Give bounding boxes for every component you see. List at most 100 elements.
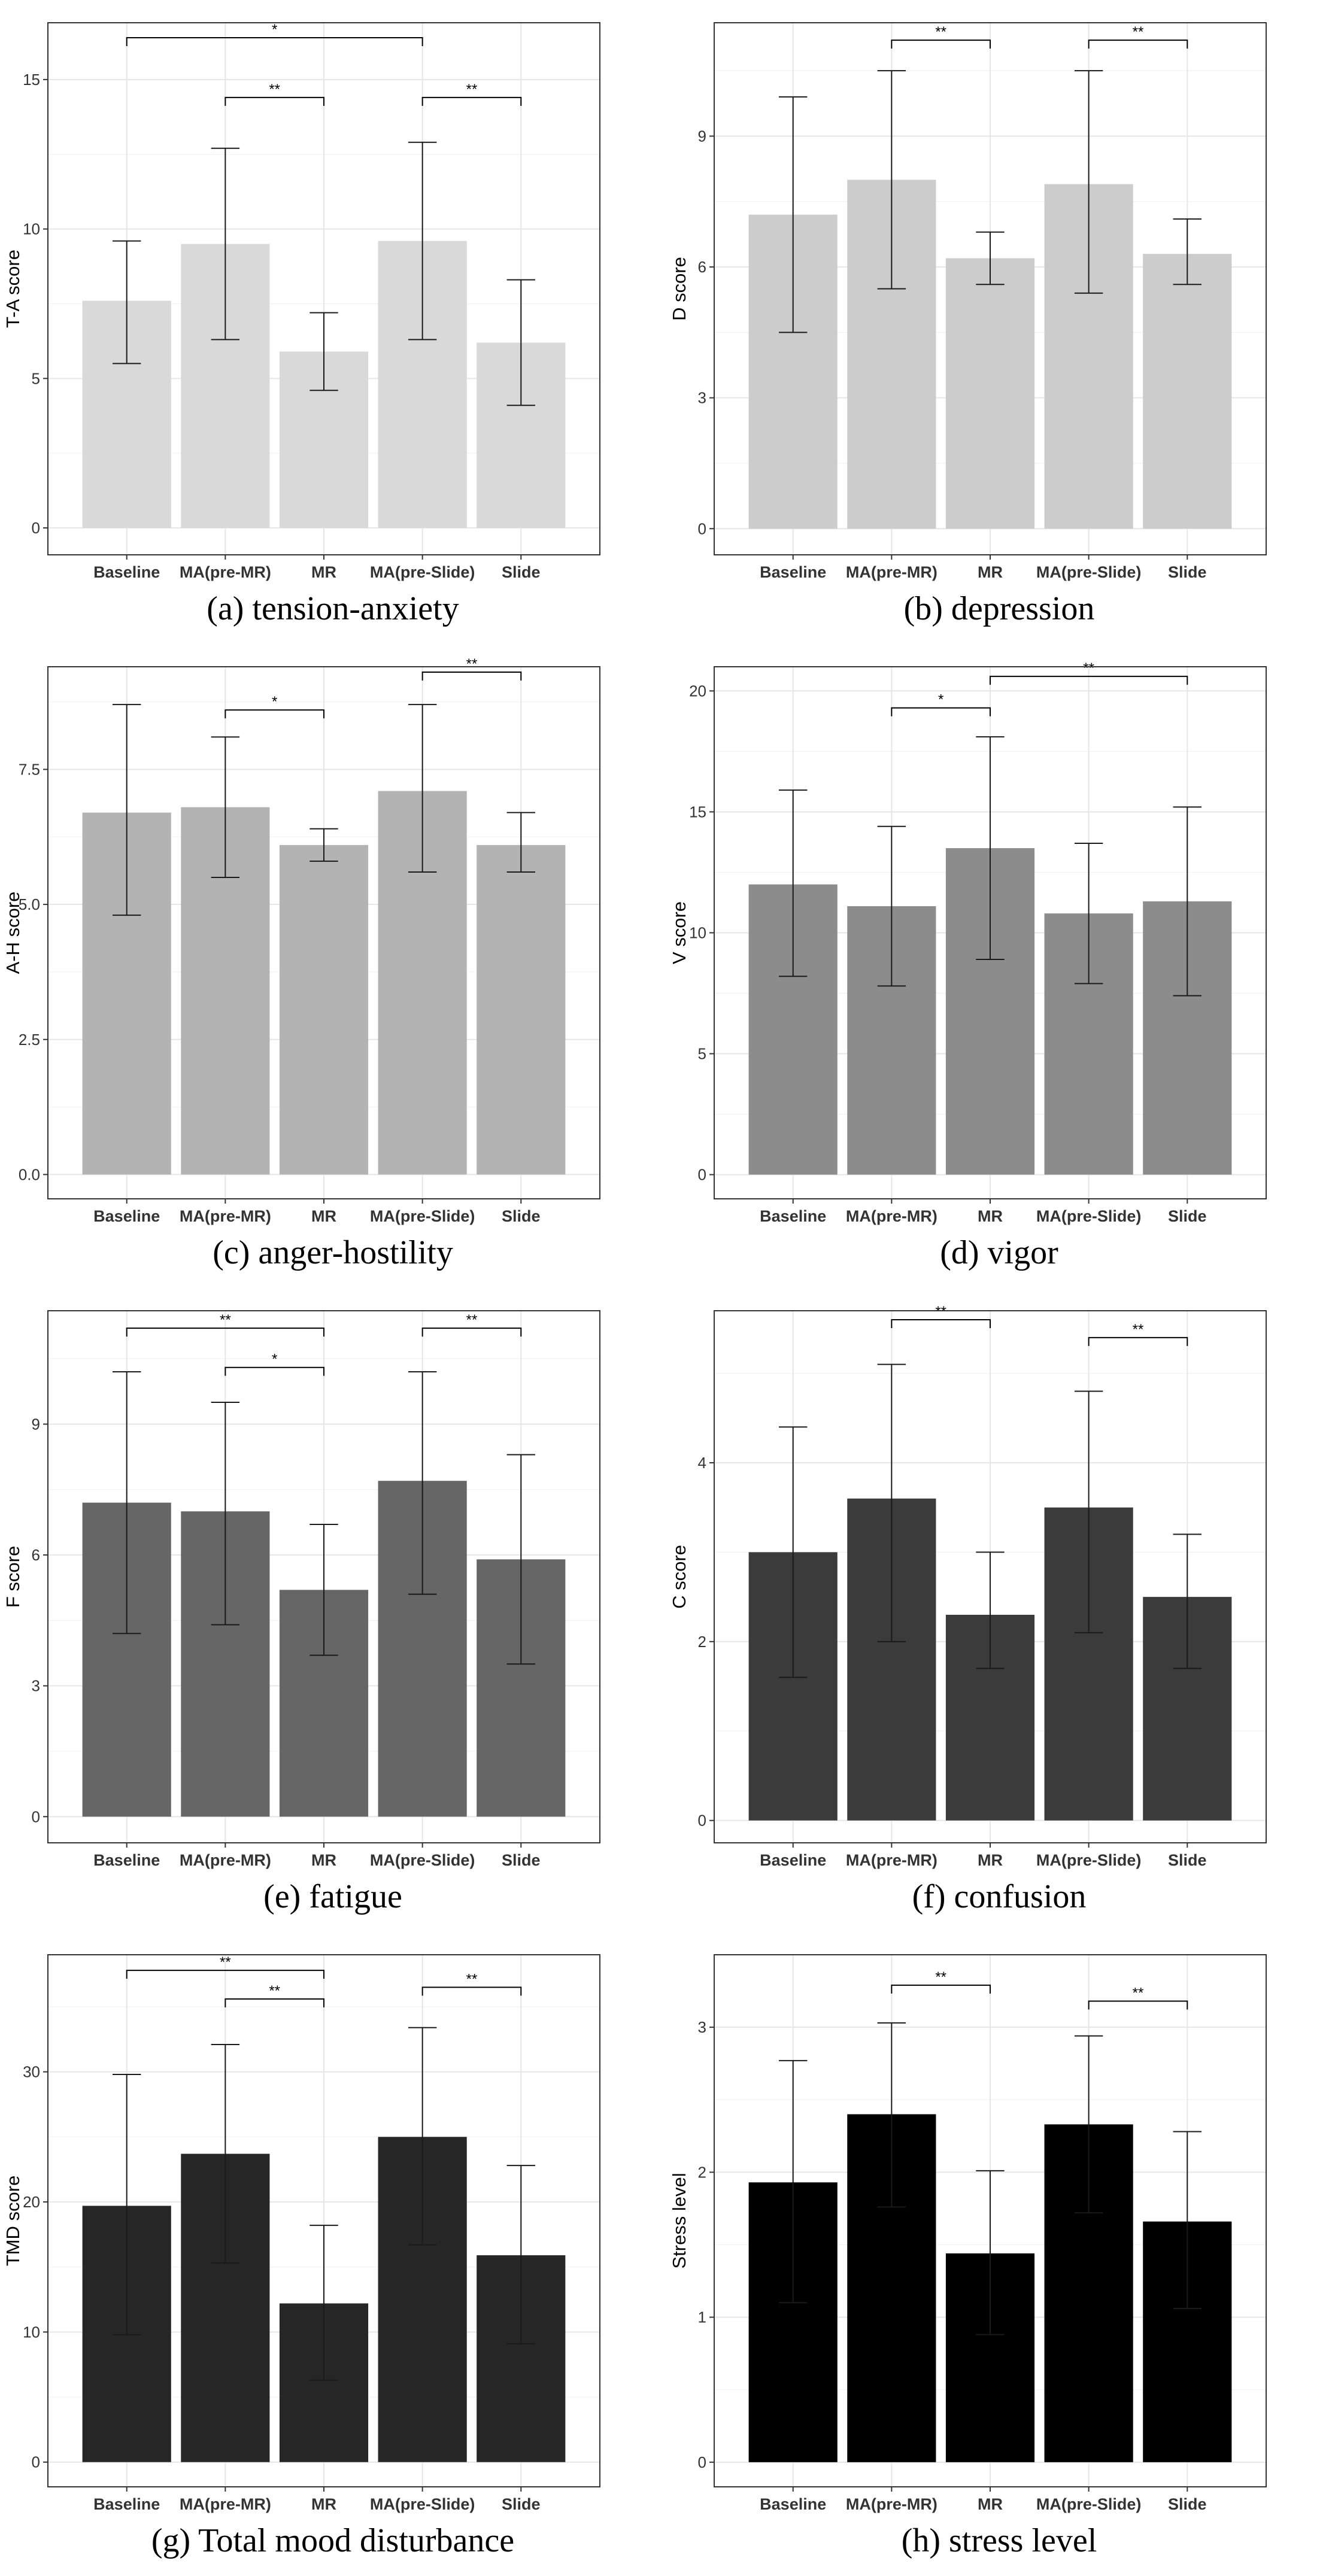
x-category-label: MA(pre-Slide) [370, 1851, 475, 1869]
caption-depression: (b) depression [903, 590, 1095, 627]
y-axis-title: V score [669, 901, 690, 964]
significance-bracket [1088, 1336, 1188, 1346]
x-category-label: MA(pre-MR) [180, 2495, 271, 2513]
x-category-label: MA(pre-MR) [180, 563, 271, 581]
y-tick-label: 15 [689, 803, 706, 821]
panel-h: ** ** 0 1 2 3 Baseline MA(pre-MR) MR MA(pre-Slide… [666, 1932, 1332, 2576]
x-category-label: MR [978, 1207, 1003, 1225]
x-category-label: Baseline [93, 1207, 160, 1225]
x-category-label: Baseline [760, 1851, 826, 1869]
y-tick-label: 0 [32, 1808, 40, 1825]
x-category-label: MA(pre-Slide) [370, 1207, 475, 1225]
caption-confusion: (f) confusion [912, 1878, 1087, 1915]
x-category-label: MA(pre-MR) [846, 2495, 937, 2513]
y-tick-label: 4 [698, 1454, 706, 1472]
significance-bracket [1088, 40, 1188, 49]
y-axis-title: F score [2, 1546, 23, 1608]
significance-bracket [224, 1998, 324, 2007]
y-tick-label: 2.5 [19, 1031, 40, 1049]
y-axis-title: D score [669, 257, 690, 321]
y-tick-label: 30 [23, 2063, 40, 2081]
y-tick-label: 1 [698, 2308, 706, 2326]
significance-label: ** [935, 24, 946, 40]
x-category-label: MR [978, 2495, 1003, 2513]
y-axis-title: TMD score [2, 2176, 23, 2267]
chart-depression: ** ** 0 3 6 9 Baseline MA(pre-MR) MR MA(pre-Slide… [669, 22, 1267, 581]
x-category-label: Slide [1168, 1851, 1207, 1869]
chart-confusion: ** ** 0 2 4 Baseline MA(pre-MR) MR MA(pre-Slide)… [669, 1304, 1267, 1869]
x-category-label: Baseline [760, 2495, 826, 2513]
significance-label: ** [466, 1312, 478, 1328]
x-category-label: MA(pre-MR) [846, 1851, 937, 1869]
significance-bracket [126, 1970, 324, 1979]
panel-g: ** ** ** 0 10 20 30 Baseline MA(pre-MR) MR MA(pre-… [0, 1932, 666, 2576]
caption-vigor: (d) vigor [940, 1234, 1058, 1271]
x-category-label: MA(pre-MR) [180, 1207, 271, 1225]
panel-a: * ** ** 0 5 10 15 Baseline MA(pre-MR) MR MA(pre-Sl… [0, 0, 666, 644]
caption-tension-anxiety: (a) tension-anxiety [207, 590, 459, 627]
significance-label: ** [935, 1969, 946, 1985]
significance-label: ** [466, 656, 478, 672]
x-category-label: Baseline [93, 2495, 160, 2513]
x-category-label: MR [978, 1851, 1003, 1869]
x-category-label: MR [311, 1851, 336, 1869]
panel-f: ** ** 0 2 4 Baseline MA(pre-MR) MR MA(pre-Slide)… [666, 1288, 1332, 1932]
bar [279, 845, 369, 1175]
significance-label: ** [220, 1312, 231, 1328]
x-category-label: MA(pre-MR) [846, 563, 937, 581]
y-axis-title: C score [669, 1545, 690, 1609]
x-category-label: MA(pre-Slide) [1036, 563, 1142, 581]
significance-bracket [126, 1328, 324, 1337]
y-tick-label: 9 [698, 127, 706, 145]
x-category-label: Slide [502, 1207, 541, 1225]
chart-stress-level: ** ** 0 1 2 3 Baseline MA(pre-MR) MR MA(pre-Slide… [669, 1954, 1267, 2513]
significance-bracket [891, 40, 991, 49]
significance-label: ** [1133, 24, 1144, 40]
y-tick-label: 0 [698, 520, 706, 537]
caption-total-mood-disturbance: (g) Total mood disturbance [151, 2522, 515, 2559]
panel-e: ** * ** 0 3 6 9 Baseline MA(pre-MR) MR MA(pre-Slid… [0, 1288, 666, 1932]
caption-fatigue: (e) fatigue [263, 1878, 402, 1915]
significance-label: ** [466, 1971, 478, 1987]
y-tick-label: 20 [23, 2193, 40, 2211]
significance-label: ** [269, 81, 280, 98]
y-tick-label: 5 [32, 369, 40, 387]
y-tick-label: 0 [32, 2453, 40, 2471]
significance-bracket [891, 707, 991, 716]
y-tick-label: 10 [23, 220, 40, 238]
y-tick-label: 0 [698, 2453, 706, 2471]
significance-bracket [421, 672, 522, 681]
y-axis-title: A-H score [2, 892, 23, 974]
y-tick-label: 15 [23, 71, 40, 89]
x-category-label: MR [311, 563, 336, 581]
significance-bracket [224, 1366, 324, 1376]
bar [1143, 254, 1232, 529]
significance-bracket [224, 709, 324, 719]
x-category-label: MA(pre-Slide) [1036, 1207, 1142, 1225]
x-category-label: MA(pre-Slide) [1036, 1851, 1142, 1869]
significance-bracket [421, 1986, 522, 1996]
significance-label: ** [269, 1983, 280, 1999]
y-tick-label: 5 [698, 1045, 706, 1063]
x-category-label: Slide [1168, 1207, 1207, 1225]
significance-label: * [272, 22, 277, 38]
significance-label: ** [1133, 1322, 1144, 1338]
y-tick-label: 3 [698, 389, 706, 407]
y-tick-label: 9 [32, 1415, 40, 1433]
x-category-label: MR [978, 563, 1003, 581]
y-tick-label: 0 [698, 1812, 706, 1830]
x-category-label: Slide [502, 1851, 541, 1869]
significance-bracket [126, 37, 423, 46]
significance-bracket [990, 676, 1188, 685]
panel-d: * ** 0 5 10 15 20 Baseline MA(pre-MR) MR MA(pre-Sl… [666, 644, 1332, 1288]
significance-label: * [272, 694, 277, 710]
y-tick-label: 5.0 [19, 895, 40, 913]
caption-stress-level: (h) stress level [901, 2522, 1097, 2559]
significance-label: * [272, 1351, 277, 1368]
x-category-label: MR [311, 2495, 336, 2513]
bar [945, 258, 1035, 529]
significance-label: ** [1083, 660, 1094, 676]
